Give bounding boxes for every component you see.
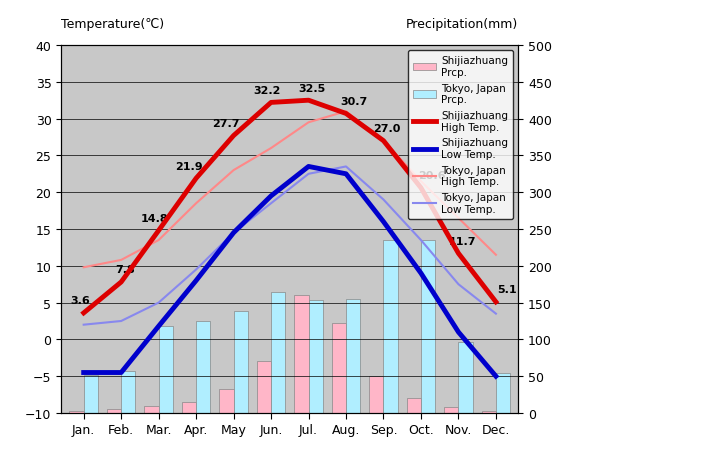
Text: 30.7: 30.7 [340, 97, 367, 106]
Text: 27.7: 27.7 [212, 119, 240, 129]
Text: 3.6: 3.6 [70, 296, 90, 306]
Bar [271, 292, 285, 413]
Bar [482, 411, 496, 413]
Bar [459, 342, 473, 413]
Text: 14.8: 14.8 [141, 213, 168, 224]
Bar [121, 371, 135, 413]
Text: 32.2: 32.2 [253, 86, 281, 95]
Bar [84, 375, 98, 413]
Bar [145, 406, 158, 413]
Text: 5.1: 5.1 [498, 285, 517, 295]
Bar [332, 324, 346, 413]
Text: 7.8: 7.8 [115, 265, 135, 275]
Bar [69, 411, 84, 413]
Text: 32.5: 32.5 [299, 84, 326, 94]
Legend: Shijiazhuang
Prcp., Tokyo, Japan
Prcp., Shijiazhuang
High Temp., Shijiazhuang
Lo: Shijiazhuang Prcp., Tokyo, Japan Prcp., … [408, 51, 513, 219]
Bar [369, 376, 384, 413]
Bar [220, 389, 233, 413]
Bar [421, 241, 435, 413]
Text: Temperature(℃): Temperature(℃) [61, 18, 164, 31]
Bar [309, 300, 323, 413]
Bar [233, 312, 248, 413]
Text: 11.7: 11.7 [449, 236, 476, 246]
Bar [182, 402, 196, 413]
Bar [407, 398, 421, 413]
Bar [257, 361, 271, 413]
Bar [444, 407, 459, 413]
Text: 21.9: 21.9 [175, 161, 202, 171]
Text: 27.0: 27.0 [374, 124, 401, 134]
Bar [294, 296, 309, 413]
Bar [107, 409, 121, 413]
Bar [158, 326, 173, 413]
Bar [196, 321, 210, 413]
Bar [496, 373, 510, 413]
Bar [384, 241, 397, 413]
Bar [346, 299, 360, 413]
Text: 20.6: 20.6 [418, 171, 446, 181]
Text: Precipitation(mm): Precipitation(mm) [406, 18, 518, 31]
